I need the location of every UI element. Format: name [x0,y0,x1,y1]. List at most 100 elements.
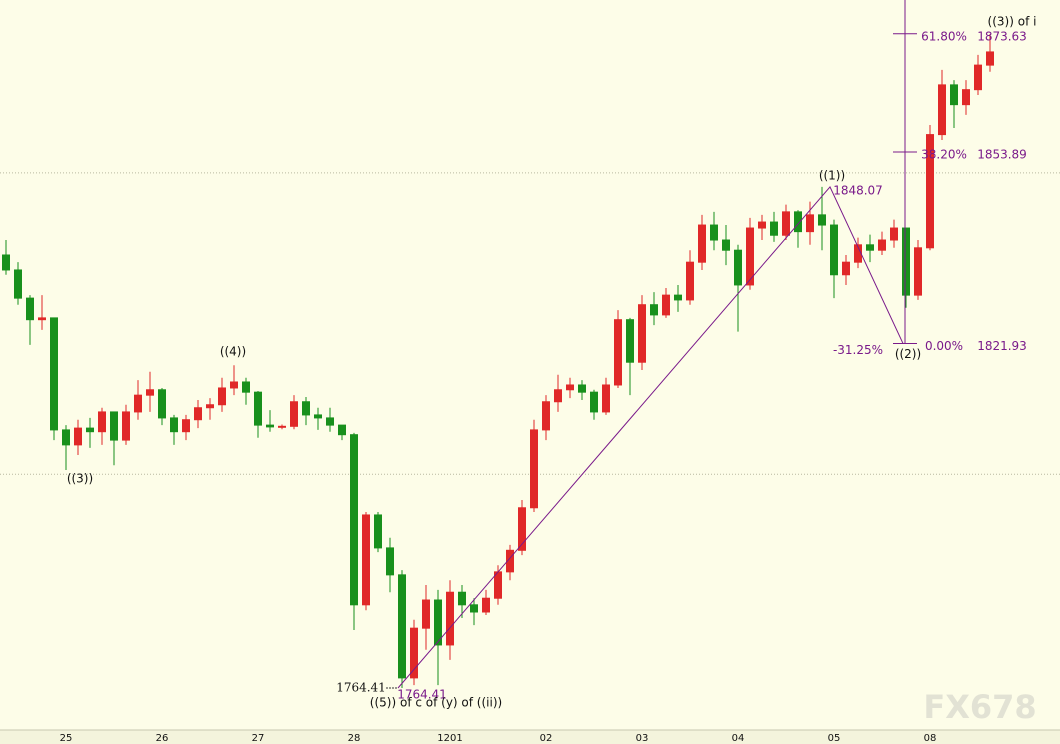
candle-body [782,211,790,236]
candle-body [242,381,250,393]
candle-body [926,134,934,249]
candle-body [110,411,118,441]
candle-body [350,434,358,606]
candle-body [566,384,574,391]
x-tick-label: 28 [348,733,361,744]
candle-body [74,427,82,446]
wave-label: ((5)) of c of (y) of ((ii)) [370,696,502,710]
wave-label: ((1)) [819,168,845,182]
candle-body [602,384,610,413]
candle-body [326,417,334,426]
candle-body [770,221,778,236]
candle-body [278,425,286,428]
candle-body [518,507,526,551]
candle-body [554,389,562,403]
x-tick-label: 04 [732,733,745,744]
x-tick-label: 05 [828,733,841,744]
wave-value: 1764.41 [336,681,386,695]
candle-body [482,597,490,613]
candle-body [410,627,418,679]
candle-body [638,304,646,363]
wave-line [397,185,904,689]
candle-body [590,391,598,413]
candle-body [842,261,850,276]
candle-body [230,381,238,389]
candle-body [530,429,538,509]
candle-body [422,599,430,629]
fib-ratio: 61.80% [921,29,967,43]
candle-body [686,261,694,301]
candle-body [182,419,190,433]
x-tick-label: 1201 [437,733,462,744]
candle-body [650,304,658,316]
candle-body [254,391,262,426]
candle-body [26,297,34,321]
candle-body [962,89,970,106]
x-tick-label: 08 [924,733,937,744]
candle-body [170,417,178,433]
candle-body [302,401,310,416]
candle-body [134,394,142,413]
candle-body [122,411,130,441]
fib-value: 1821.93 [977,339,1027,353]
candle-body [158,389,166,419]
candle-body [86,427,94,433]
watermark: FX678 [923,688,1036,726]
candle-body [794,211,802,233]
candle-body [266,424,274,428]
extension-label: -31.25% [833,343,883,357]
candle-body [62,429,70,446]
x-axis-band [0,730,1060,744]
candle-body [734,249,742,286]
candle-body [950,84,958,106]
candle-body [338,424,346,436]
x-tick-label: 26 [156,733,169,744]
candle-body [830,224,838,276]
wave-value: 1848.07 [833,183,883,197]
candle-body [758,221,766,229]
candle-body [434,599,442,646]
candle-body [902,227,910,296]
candle-body [698,224,706,263]
candle-body [386,547,394,576]
candle-body [494,571,502,599]
x-tick-label: 27 [252,733,265,744]
candle-body [986,51,994,66]
candle-body [542,401,550,431]
candle-body [98,411,106,433]
candle-body [374,514,382,549]
fib-value: 1853.89 [977,148,1027,162]
candle-body [470,604,478,613]
candle-body [662,294,670,316]
candle-body [806,214,814,233]
candle-body [146,389,154,396]
candle-body [14,269,22,299]
candle-body [206,404,214,409]
candle-body [38,317,46,321]
wave-value: 1764.41 [397,688,447,702]
candle-body [194,407,202,421]
candle-body [818,214,826,226]
wave-annotation: ((4)) [220,345,246,359]
wave-annotation: ((3)) of i [988,15,1037,29]
candle-body [914,247,922,296]
candle-body [866,244,874,251]
candle-body [974,64,982,91]
wave-annotation: ((3)) [67,472,93,486]
candle-body [722,239,730,251]
candle-body [218,387,226,406]
candle-body [746,227,754,286]
candle-body [458,591,466,606]
fib-value: 1873.63 [977,29,1027,43]
candle-body [710,224,718,241]
candle-body [362,514,370,606]
candle-body [578,384,586,393]
candle-body [50,317,58,431]
candle-body [398,574,406,679]
x-tick-label: 03 [636,733,649,744]
candle-body [290,401,298,427]
wave-label: ((2)) [895,347,921,361]
candle-body [674,294,682,301]
